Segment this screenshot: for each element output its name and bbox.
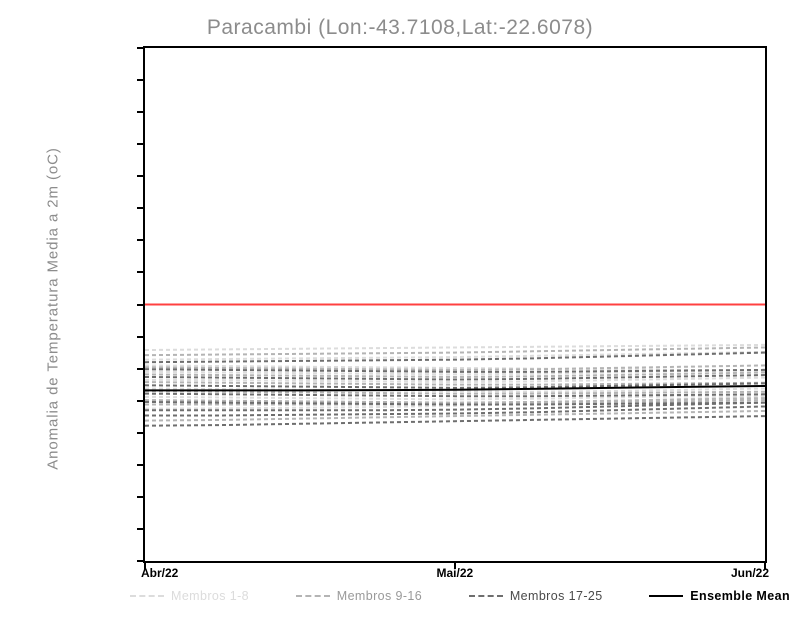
member-line [145, 382, 765, 389]
x-tick-mark [764, 561, 766, 569]
y-tick-mark [137, 495, 145, 498]
chart-title: Paracambi (Lon:-43.7108,Lat:-22.6078) [206, 16, 594, 39]
x-tick-mark [144, 561, 146, 569]
y-axis-label: Anomalia de Temperatura Media a 2m (oC) [44, 147, 62, 470]
legend-label: Membros 1-8 [171, 589, 250, 603]
y-tick-mark [137, 207, 145, 210]
legend-swatch-dashed-line-icon [130, 595, 164, 597]
y-tick-mark [137, 463, 145, 466]
member-line [145, 343, 765, 352]
member-line [145, 381, 765, 386]
legend-item[interactable]: Membros 17-25 [468, 589, 603, 603]
y-tick-mark [137, 335, 145, 338]
y-tick-mark [137, 303, 145, 306]
y-tick-mark [137, 239, 145, 242]
x-tick-mark [454, 561, 456, 569]
legend-swatch-dashed-line-icon [468, 595, 503, 597]
member-line [145, 350, 765, 361]
member-line [145, 376, 765, 384]
member-line [145, 400, 765, 406]
member-line [145, 405, 765, 417]
plot-area [143, 46, 767, 563]
y-tick-mark [137, 527, 145, 530]
plot-canvas [145, 303, 765, 427]
x-tick-label: Abr/22 [141, 566, 179, 580]
member-line [145, 374, 765, 381]
member-line [145, 415, 765, 427]
y-tick-mark [137, 560, 145, 562]
legend-label: Ensemble Mean [690, 589, 790, 603]
y-tick-mark [137, 47, 145, 49]
member-line [145, 368, 765, 376]
member-line [145, 368, 765, 373]
member-line [145, 364, 765, 372]
member-line [145, 390, 765, 395]
y-tick-mark [137, 79, 145, 82]
y-tick-mark [137, 271, 145, 274]
member-line [145, 392, 765, 398]
ensemble-mean-line [145, 384, 765, 392]
member-line [145, 395, 765, 410]
y-tick-mark [137, 367, 145, 370]
x-tick-label: Mai/22 [436, 566, 474, 580]
member-line [145, 393, 765, 401]
legend-swatch-dashed-line-icon [295, 595, 330, 597]
legend-label: Membros 9-16 [336, 589, 423, 603]
y-tick-mark [137, 399, 145, 402]
y-tick-mark [137, 111, 145, 114]
legend-item[interactable]: Membros 1-8 [130, 589, 249, 603]
y-tick-mark [137, 143, 145, 146]
member-line [145, 371, 765, 378]
legend-item[interactable]: Ensemble Mean [649, 589, 790, 603]
member-line [145, 409, 765, 422]
legend-swatch-solid-line-icon [649, 595, 684, 597]
member-line [145, 364, 765, 371]
member-line [145, 397, 765, 404]
x-tick-label: Jun/22 [731, 566, 770, 580]
chart-legend: Membros 1-8 Membros 9-16 Membros 17-25 Ense… [130, 586, 790, 606]
member-line [145, 387, 765, 393]
member-line [145, 401, 765, 412]
legend-label: Membros 17-25 [509, 589, 603, 603]
legend-item[interactable]: Membros 9-16 [295, 589, 423, 603]
member-line [145, 351, 765, 364]
member-line [145, 346, 765, 357]
y-tick-mark [137, 175, 145, 178]
y-tick-mark [137, 431, 145, 434]
